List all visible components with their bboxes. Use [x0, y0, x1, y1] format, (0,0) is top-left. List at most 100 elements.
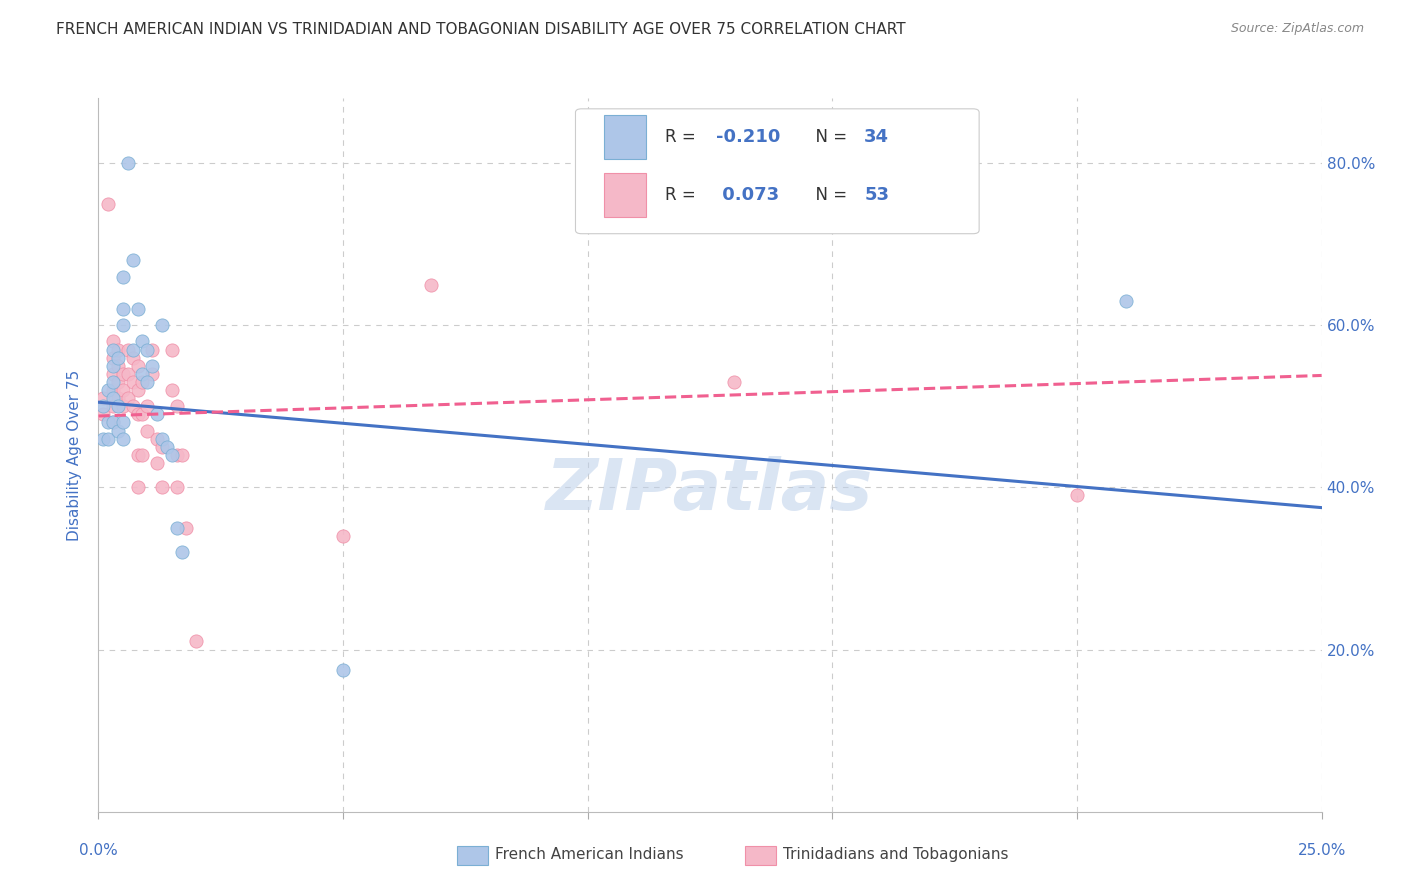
- Point: [127, 301, 149, 316]
- Point: [101, 416, 124, 430]
- Point: [150, 480, 173, 494]
- Point: [160, 448, 183, 462]
- Text: 0.073: 0.073: [716, 186, 779, 204]
- Point: [117, 156, 139, 170]
- Point: [101, 359, 124, 373]
- Point: [107, 399, 129, 413]
- Point: [131, 408, 153, 422]
- Point: [723, 375, 745, 389]
- Point: [170, 545, 193, 559]
- Point: [141, 359, 163, 373]
- Text: N =: N =: [806, 128, 853, 145]
- Point: [136, 399, 159, 413]
- Y-axis label: Disability Age Over 75: Disability Age Over 75: [67, 369, 83, 541]
- Text: 25.0%: 25.0%: [1298, 843, 1346, 858]
- Point: [160, 383, 183, 397]
- Point: [111, 399, 134, 413]
- Text: French American Indians: French American Indians: [495, 847, 683, 862]
- Bar: [603, 114, 647, 159]
- Point: [107, 375, 129, 389]
- Point: [127, 480, 149, 494]
- Point: [131, 334, 153, 349]
- Point: [166, 399, 188, 413]
- Point: [332, 663, 354, 677]
- Point: [107, 424, 129, 438]
- Text: R =: R =: [665, 186, 700, 204]
- Point: [101, 343, 124, 357]
- Point: [117, 343, 139, 357]
- Point: [131, 375, 153, 389]
- Point: [141, 367, 163, 381]
- Point: [131, 448, 153, 462]
- Point: [101, 391, 124, 405]
- Point: [97, 196, 120, 211]
- Point: [101, 375, 124, 389]
- Point: [150, 440, 173, 454]
- Point: [121, 343, 143, 357]
- Point: [107, 391, 129, 405]
- Point: [107, 351, 129, 365]
- Point: [176, 521, 198, 535]
- Point: [111, 269, 134, 284]
- Point: [127, 408, 149, 422]
- Point: [146, 456, 169, 470]
- Point: [121, 253, 143, 268]
- Point: [150, 432, 173, 446]
- Point: [332, 529, 354, 543]
- Point: [146, 408, 169, 422]
- Point: [111, 301, 134, 316]
- Text: -0.210: -0.210: [716, 128, 780, 145]
- Point: [1066, 488, 1088, 502]
- Point: [111, 367, 134, 381]
- Point: [117, 367, 139, 381]
- Point: [156, 440, 179, 454]
- Point: [136, 343, 159, 357]
- Text: ZIPatlas: ZIPatlas: [547, 456, 873, 525]
- Point: [131, 367, 153, 381]
- Point: [111, 416, 134, 430]
- Point: [101, 399, 124, 413]
- Point: [101, 334, 124, 349]
- Point: [91, 399, 114, 413]
- Point: [136, 375, 159, 389]
- Point: [97, 432, 120, 446]
- Point: [1115, 293, 1137, 308]
- Point: [127, 359, 149, 373]
- Point: [101, 367, 124, 381]
- Point: [97, 416, 120, 430]
- Point: [127, 383, 149, 397]
- Point: [91, 432, 114, 446]
- Point: [166, 448, 188, 462]
- Point: [146, 432, 169, 446]
- Text: Source: ZipAtlas.com: Source: ZipAtlas.com: [1230, 22, 1364, 36]
- Text: Trinidadians and Tobagonians: Trinidadians and Tobagonians: [783, 847, 1008, 862]
- Point: [101, 351, 124, 365]
- Text: 53: 53: [865, 186, 889, 204]
- Point: [107, 359, 129, 373]
- Point: [160, 343, 183, 357]
- Point: [107, 343, 129, 357]
- Point: [101, 416, 124, 430]
- Text: 0.0%: 0.0%: [79, 843, 118, 858]
- Point: [121, 351, 143, 365]
- Point: [101, 383, 124, 397]
- Point: [136, 424, 159, 438]
- Text: N =: N =: [806, 186, 853, 204]
- FancyBboxPatch shape: [575, 109, 979, 234]
- Point: [166, 480, 188, 494]
- Point: [420, 277, 443, 292]
- Text: R =: R =: [665, 128, 700, 145]
- Point: [127, 448, 149, 462]
- Point: [170, 448, 193, 462]
- Point: [91, 391, 114, 405]
- Point: [111, 318, 134, 333]
- Point: [186, 634, 208, 648]
- Point: [150, 318, 173, 333]
- Point: [111, 383, 134, 397]
- Point: [141, 343, 163, 357]
- Point: [166, 521, 188, 535]
- Text: FRENCH AMERICAN INDIAN VS TRINIDADIAN AND TOBAGONIAN DISABILITY AGE OVER 75 CORR: FRENCH AMERICAN INDIAN VS TRINIDADIAN AN…: [56, 22, 905, 37]
- Point: [91, 408, 114, 422]
- Point: [111, 432, 134, 446]
- Point: [121, 399, 143, 413]
